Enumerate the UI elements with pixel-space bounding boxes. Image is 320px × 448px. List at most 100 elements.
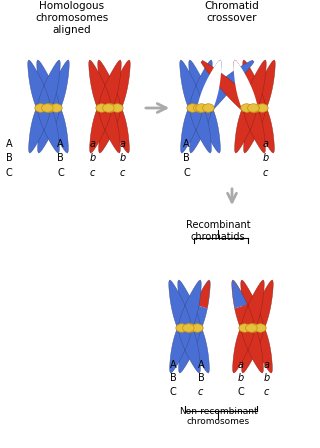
Ellipse shape	[239, 324, 250, 332]
Ellipse shape	[183, 324, 194, 332]
Ellipse shape	[176, 324, 188, 332]
Ellipse shape	[194, 104, 205, 112]
Polygon shape	[90, 106, 112, 153]
Text: c: c	[263, 168, 268, 178]
Ellipse shape	[185, 324, 196, 332]
Ellipse shape	[105, 104, 116, 112]
Polygon shape	[187, 304, 207, 330]
Polygon shape	[178, 326, 200, 373]
Polygon shape	[187, 326, 209, 373]
Polygon shape	[195, 280, 210, 309]
Text: b: b	[120, 153, 126, 163]
Text: A: A	[183, 139, 190, 149]
Ellipse shape	[203, 104, 214, 112]
Polygon shape	[243, 60, 266, 110]
Polygon shape	[107, 60, 130, 110]
Text: B: B	[6, 153, 13, 163]
Ellipse shape	[42, 104, 53, 112]
Polygon shape	[250, 280, 273, 330]
Polygon shape	[181, 106, 203, 153]
Ellipse shape	[241, 104, 252, 112]
Ellipse shape	[248, 104, 259, 112]
Polygon shape	[252, 60, 275, 110]
Polygon shape	[198, 60, 221, 110]
Text: b: b	[263, 153, 269, 163]
Text: A: A	[6, 139, 12, 149]
Polygon shape	[189, 60, 212, 110]
Ellipse shape	[112, 104, 123, 112]
Polygon shape	[89, 60, 112, 110]
Polygon shape	[198, 106, 220, 153]
Polygon shape	[232, 280, 247, 309]
Polygon shape	[38, 106, 60, 153]
Polygon shape	[179, 326, 201, 373]
Polygon shape	[180, 60, 203, 110]
Text: a: a	[120, 139, 126, 149]
Text: c: c	[198, 387, 204, 397]
Text: B: B	[170, 373, 177, 383]
Text: C: C	[183, 168, 190, 178]
Text: B: B	[198, 373, 205, 383]
Ellipse shape	[51, 104, 62, 112]
Polygon shape	[241, 280, 264, 330]
Polygon shape	[233, 326, 255, 373]
Ellipse shape	[35, 104, 46, 112]
Polygon shape	[201, 60, 255, 113]
Polygon shape	[190, 106, 212, 153]
Polygon shape	[37, 106, 59, 153]
Text: b: b	[264, 373, 270, 383]
Text: C: C	[57, 168, 64, 178]
Text: b: b	[90, 153, 96, 163]
Polygon shape	[189, 106, 211, 153]
Polygon shape	[178, 280, 201, 330]
Ellipse shape	[255, 324, 266, 332]
Ellipse shape	[44, 104, 55, 112]
Polygon shape	[235, 304, 255, 330]
Ellipse shape	[96, 104, 108, 112]
Polygon shape	[235, 106, 257, 153]
Text: b: b	[238, 373, 244, 383]
Polygon shape	[244, 106, 266, 153]
Ellipse shape	[103, 104, 114, 112]
Polygon shape	[200, 60, 254, 112]
Text: c: c	[90, 168, 95, 178]
Ellipse shape	[187, 104, 198, 112]
Polygon shape	[243, 106, 265, 153]
Polygon shape	[46, 106, 68, 153]
Text: Non-recombinant
chromosomes: Non-recombinant chromosomes	[179, 407, 257, 426]
Polygon shape	[37, 60, 60, 110]
Polygon shape	[241, 280, 264, 330]
Text: a: a	[90, 139, 96, 149]
Ellipse shape	[246, 324, 257, 332]
Ellipse shape	[196, 104, 207, 112]
Polygon shape	[29, 106, 51, 153]
Text: C: C	[6, 168, 13, 178]
Polygon shape	[178, 280, 201, 330]
Polygon shape	[169, 280, 192, 330]
Polygon shape	[234, 60, 257, 110]
Text: a: a	[238, 360, 244, 370]
Polygon shape	[99, 106, 121, 153]
Ellipse shape	[248, 324, 260, 332]
Polygon shape	[241, 326, 263, 373]
Text: A: A	[198, 360, 204, 370]
Text: a: a	[264, 360, 270, 370]
Ellipse shape	[196, 104, 207, 112]
Polygon shape	[28, 60, 51, 110]
Text: c: c	[264, 387, 269, 397]
Text: a: a	[263, 139, 269, 149]
Text: C: C	[170, 387, 177, 397]
Text: B: B	[57, 153, 64, 163]
Ellipse shape	[257, 104, 268, 112]
Text: B: B	[183, 153, 190, 163]
Polygon shape	[37, 60, 60, 110]
Polygon shape	[98, 60, 121, 110]
Text: Chromatid
crossover: Chromatid crossover	[204, 1, 260, 23]
Polygon shape	[243, 60, 266, 110]
Polygon shape	[252, 106, 274, 153]
Polygon shape	[107, 106, 129, 153]
Text: Recombinant
chromatids: Recombinant chromatids	[186, 220, 250, 241]
Polygon shape	[234, 60, 257, 110]
Ellipse shape	[241, 104, 252, 112]
Polygon shape	[250, 326, 272, 373]
